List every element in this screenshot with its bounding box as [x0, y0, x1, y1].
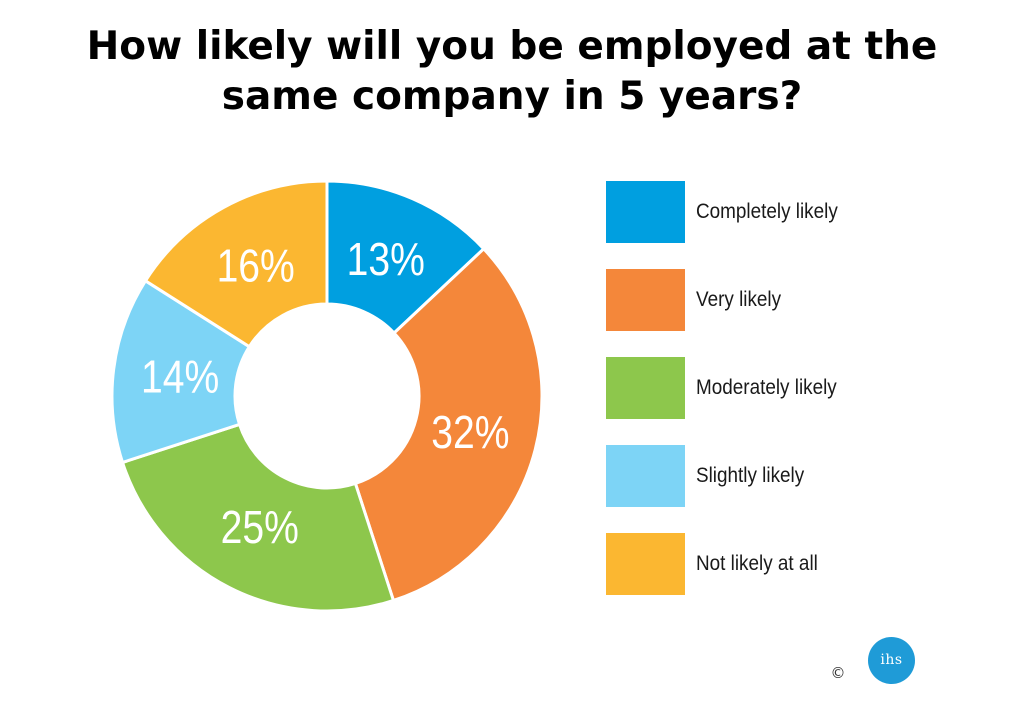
copyright-icon: ©	[830, 664, 846, 682]
slice-value-label: 14%	[141, 352, 219, 404]
legend-item-completely-likely: Completely likely	[606, 181, 936, 243]
legend-item-very-likely: Very likely	[606, 269, 936, 331]
legend-item-slightly-likely: Slightly likely	[606, 445, 936, 507]
legend-item-moderately-likely: Moderately likely	[606, 357, 936, 419]
legend-swatch	[606, 533, 685, 595]
slice-value-label: 13%	[347, 234, 425, 286]
legend-item-not-likely-at-all: Not likely at all	[606, 533, 936, 595]
legend-label: Moderately likely	[696, 376, 837, 399]
chart-title-line-2: same company in 5 years?	[221, 74, 803, 119]
donut-slice-not-likely-at-all	[143, 179, 329, 349]
legend-label: Very likely	[696, 288, 782, 311]
donut-slice-completely-likely	[325, 179, 486, 336]
legend-swatch	[606, 181, 685, 243]
chart-title-line-1: How likely will you be employed at the	[86, 24, 938, 69]
legend-swatch	[606, 357, 685, 419]
legend-label: Slightly likely	[696, 464, 805, 487]
slice-value-label: 32%	[431, 407, 509, 459]
slice-value-label: 16%	[217, 240, 295, 292]
ihs-logo: ihs	[868, 637, 915, 684]
donut-slice-very-likely	[353, 246, 544, 603]
donut-slice-moderately-likely	[120, 422, 396, 613]
slice-value-label: 25%	[221, 502, 299, 554]
legend-label: Completely likely	[696, 200, 838, 223]
legend-label: Not likely at all	[696, 552, 818, 575]
legend-swatch	[606, 445, 685, 507]
chart-title: How likely will you be employed at the s…	[0, 22, 1024, 122]
legend-swatch	[606, 269, 685, 331]
logo-text: ihs	[880, 652, 903, 668]
